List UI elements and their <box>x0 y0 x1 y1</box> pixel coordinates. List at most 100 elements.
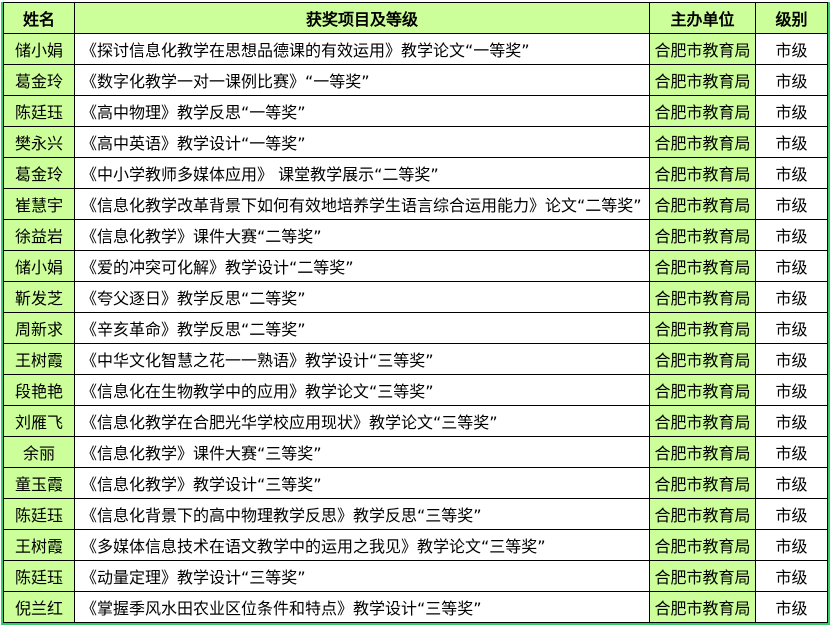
level-cell: 市级 <box>755 498 828 530</box>
name-cell: 葛金玲 <box>3 64 75 96</box>
award-cell: 《信息化教学》课件大赛“二等奖” <box>74 219 650 251</box>
name-cell: 储小娟 <box>3 33 75 65</box>
table-row: 储小娟 《爱的冲突可化解》教学设计“二等奖” 合肥市教育局 市级 <box>3 250 828 282</box>
table-row: 储小娟 《探讨信息化教学在思想品德课的有效运用》教学论文“一等奖” 合肥市教育局 市级 <box>3 33 828 65</box>
header-name: 姓名 <box>3 2 75 34</box>
table-row: 王树霞 《多媒体信息技术在语文教学中的运用之我见》教学论文“三等奖” 合肥市教育局市… <box>3 529 828 561</box>
award-cell: 《高中物理》教学反思“一等奖” <box>74 95 650 127</box>
name-cell: 崔慧宇 <box>3 188 75 220</box>
name-cell: 陈廷珏 <box>3 95 75 127</box>
table-row: 陈廷珏 《动量定理》教学设计“三等奖” 合肥市教育局 市级 <box>3 560 828 592</box>
award-cell: 《信息化教学》课件大赛“三等奖” <box>74 436 650 468</box>
name-cell: 葛金玲 <box>3 157 75 189</box>
table-row: 陈廷珏 《信息化背景下的高中物理教学反思》教学反思“三等奖” 合肥市教育局 市级 <box>3 498 828 530</box>
award-cell: 《探讨信息化教学在思想品德课的有效运用》教学论文“一等奖” <box>74 33 650 65</box>
table-row: 徐益岩 《信息化教学》课件大赛“二等奖” 合肥市教育局 市级 <box>3 219 828 251</box>
level-cell: 市级 <box>755 374 828 406</box>
level-cell: 市级 <box>755 591 828 623</box>
header-unit: 主办单位 <box>649 2 756 34</box>
award-cell: 《夸父逐日》教学反思“二等奖” <box>74 281 650 313</box>
organizer-cell: 合肥市教育局 <box>649 95 756 127</box>
name-cell: 余丽 <box>3 436 75 468</box>
level-cell: 市级 <box>755 219 828 251</box>
header-row: 姓名 获奖项目及等级 主办单位 级别 <box>3 2 828 34</box>
award-cell: 《信息化背景下的高中物理教学反思》教学反思“三等奖” <box>74 498 650 530</box>
table-row: 段艳艳 《信息化在生物教学中的应用》教学论文“三等奖” 合肥市教育局 市级 <box>3 374 828 406</box>
level-cell: 市级 <box>755 157 828 189</box>
organizer-cell: 合肥市教育局 <box>649 33 756 65</box>
name-cell: 童玉霞 <box>3 467 75 499</box>
organizer-cell: 合肥市教育局 <box>649 157 756 189</box>
organizer-cell: 合肥市教育局 <box>649 560 756 592</box>
award-cell: 《信息化在生物教学中的应用》教学论文“三等奖” <box>74 374 650 406</box>
level-cell: 市级 <box>755 343 828 375</box>
organizer-cell: 合肥市教育局 <box>649 281 756 313</box>
level-cell: 市级 <box>755 436 828 468</box>
table-row: 童玉霞 《信息化教学》教学设计“三等奖” 合肥市教育局 市级 <box>3 467 828 499</box>
level-cell: 市级 <box>755 312 828 344</box>
table-row: 靳发芝 《夸父逐日》教学反思“二等奖” 合肥市教育局 市级 <box>3 281 828 313</box>
name-cell: 段艳艳 <box>3 374 75 406</box>
award-cell: 《信息化教学改革背景下如何有效地培养学生语言综合运用能力》论文“二等奖” <box>74 188 650 220</box>
award-cell: 《数字化教学一对一课例比赛》“一等奖” <box>74 64 650 96</box>
award-cell: 《信息化教学》教学设计“三等奖” <box>74 467 650 499</box>
level-cell: 市级 <box>755 405 828 437</box>
level-cell: 市级 <box>755 64 828 96</box>
header-level: 级别 <box>755 2 828 34</box>
organizer-cell: 合肥市教育局 <box>649 405 756 437</box>
award-cell: 《中小学教师多媒体应用》 课堂教学展示“二等奖” <box>74 157 650 189</box>
level-cell: 市级 <box>755 126 828 158</box>
award-cell: 《多媒体信息技术在语文教学中的运用之我见》教学论文“三等奖” <box>74 529 650 561</box>
level-cell: 市级 <box>755 250 828 282</box>
level-cell: 市级 <box>755 467 828 499</box>
name-cell: 陈廷珏 <box>3 560 75 592</box>
award-cell: 《动量定理》教学设计“三等奖” <box>74 560 650 592</box>
name-cell: 周新求 <box>3 312 75 344</box>
level-cell: 市级 <box>755 281 828 313</box>
name-cell: 刘雁飞 <box>3 405 75 437</box>
organizer-cell: 合肥市教育局 <box>649 188 756 220</box>
name-cell: 倪兰红 <box>3 591 75 623</box>
name-cell: 王树霞 <box>3 343 75 375</box>
name-cell: 王树霞 <box>3 529 75 561</box>
organizer-cell: 合肥市教育局 <box>649 250 756 282</box>
header-item: 获奖项目及等级 <box>74 2 650 34</box>
table-row: 周新求 《辛亥革命》教学反思“二等奖” 合肥市教育局 市级 <box>3 312 828 344</box>
name-cell: 徐益岩 <box>3 219 75 251</box>
table-row: 樊永兴 《高中英语》教学设计“一等奖” 合肥市教育局 市级 <box>3 126 828 158</box>
table-row: 余丽 《信息化教学》课件大赛“三等奖” 合肥市教育局 市级 <box>3 436 828 468</box>
level-cell: 市级 <box>755 529 828 561</box>
awards-table: 姓名 获奖项目及等级 主办单位 级别 储小娟 《探讨信息化教学在思想品德课的有效运… <box>3 2 828 623</box>
level-cell: 市级 <box>755 95 828 127</box>
table-row: 倪兰红 《掌握季风水田农业区位条件和特点》教学设计“三等奖” 合肥市教育局 市级 <box>3 591 828 623</box>
award-cell: 《爱的冲突可化解》教学设计“二等奖” <box>74 250 650 282</box>
table-row: 葛金玲 《中小学教师多媒体应用》 课堂教学展示“二等奖” 合肥市教育局 市级 <box>3 157 828 189</box>
organizer-cell: 合肥市教育局 <box>649 529 756 561</box>
organizer-cell: 合肥市教育局 <box>649 374 756 406</box>
table-row: 王树霞 《中华文化智慧之花一一熟语》教学设计“三等奖” 合肥市教育局 市级 <box>3 343 828 375</box>
level-cell: 市级 <box>755 188 828 220</box>
name-cell: 靳发芝 <box>3 281 75 313</box>
organizer-cell: 合肥市教育局 <box>649 312 756 344</box>
organizer-cell: 合肥市教育局 <box>649 343 756 375</box>
table-row: 崔慧宇 《信息化教学改革背景下如何有效地培养学生语言综合运用能力》论文“二等奖” 合… <box>3 188 828 220</box>
award-cell: 《掌握季风水田农业区位条件和特点》教学设计“三等奖” <box>74 591 650 623</box>
award-cell: 《辛亥革命》教学反思“二等奖” <box>74 312 650 344</box>
table-row: 刘雁飞 《信息化教学在合肥光华学校应用现状》教学论文“三等奖” 合肥市教育局 市级 <box>3 405 828 437</box>
organizer-cell: 合肥市教育局 <box>649 64 756 96</box>
table-row: 葛金玲 《数字化教学一对一课例比赛》“一等奖” 合肥市教育局 市级 <box>3 64 828 96</box>
table-row: 陈廷珏 《高中物理》教学反思“一等奖” 合肥市教育局 市级 <box>3 95 828 127</box>
name-cell: 樊永兴 <box>3 126 75 158</box>
award-cell: 《高中英语》教学设计“一等奖” <box>74 126 650 158</box>
organizer-cell: 合肥市教育局 <box>649 467 756 499</box>
name-cell: 储小娟 <box>3 250 75 282</box>
organizer-cell: 合肥市教育局 <box>649 126 756 158</box>
award-cell: 《信息化教学在合肥光华学校应用现状》教学论文“三等奖” <box>74 405 650 437</box>
level-cell: 市级 <box>755 33 828 65</box>
organizer-cell: 合肥市教育局 <box>649 436 756 468</box>
award-cell: 《中华文化智慧之花一一熟语》教学设计“三等奖” <box>74 343 650 375</box>
organizer-cell: 合肥市教育局 <box>649 591 756 623</box>
level-cell: 市级 <box>755 560 828 592</box>
organizer-cell: 合肥市教育局 <box>649 498 756 530</box>
